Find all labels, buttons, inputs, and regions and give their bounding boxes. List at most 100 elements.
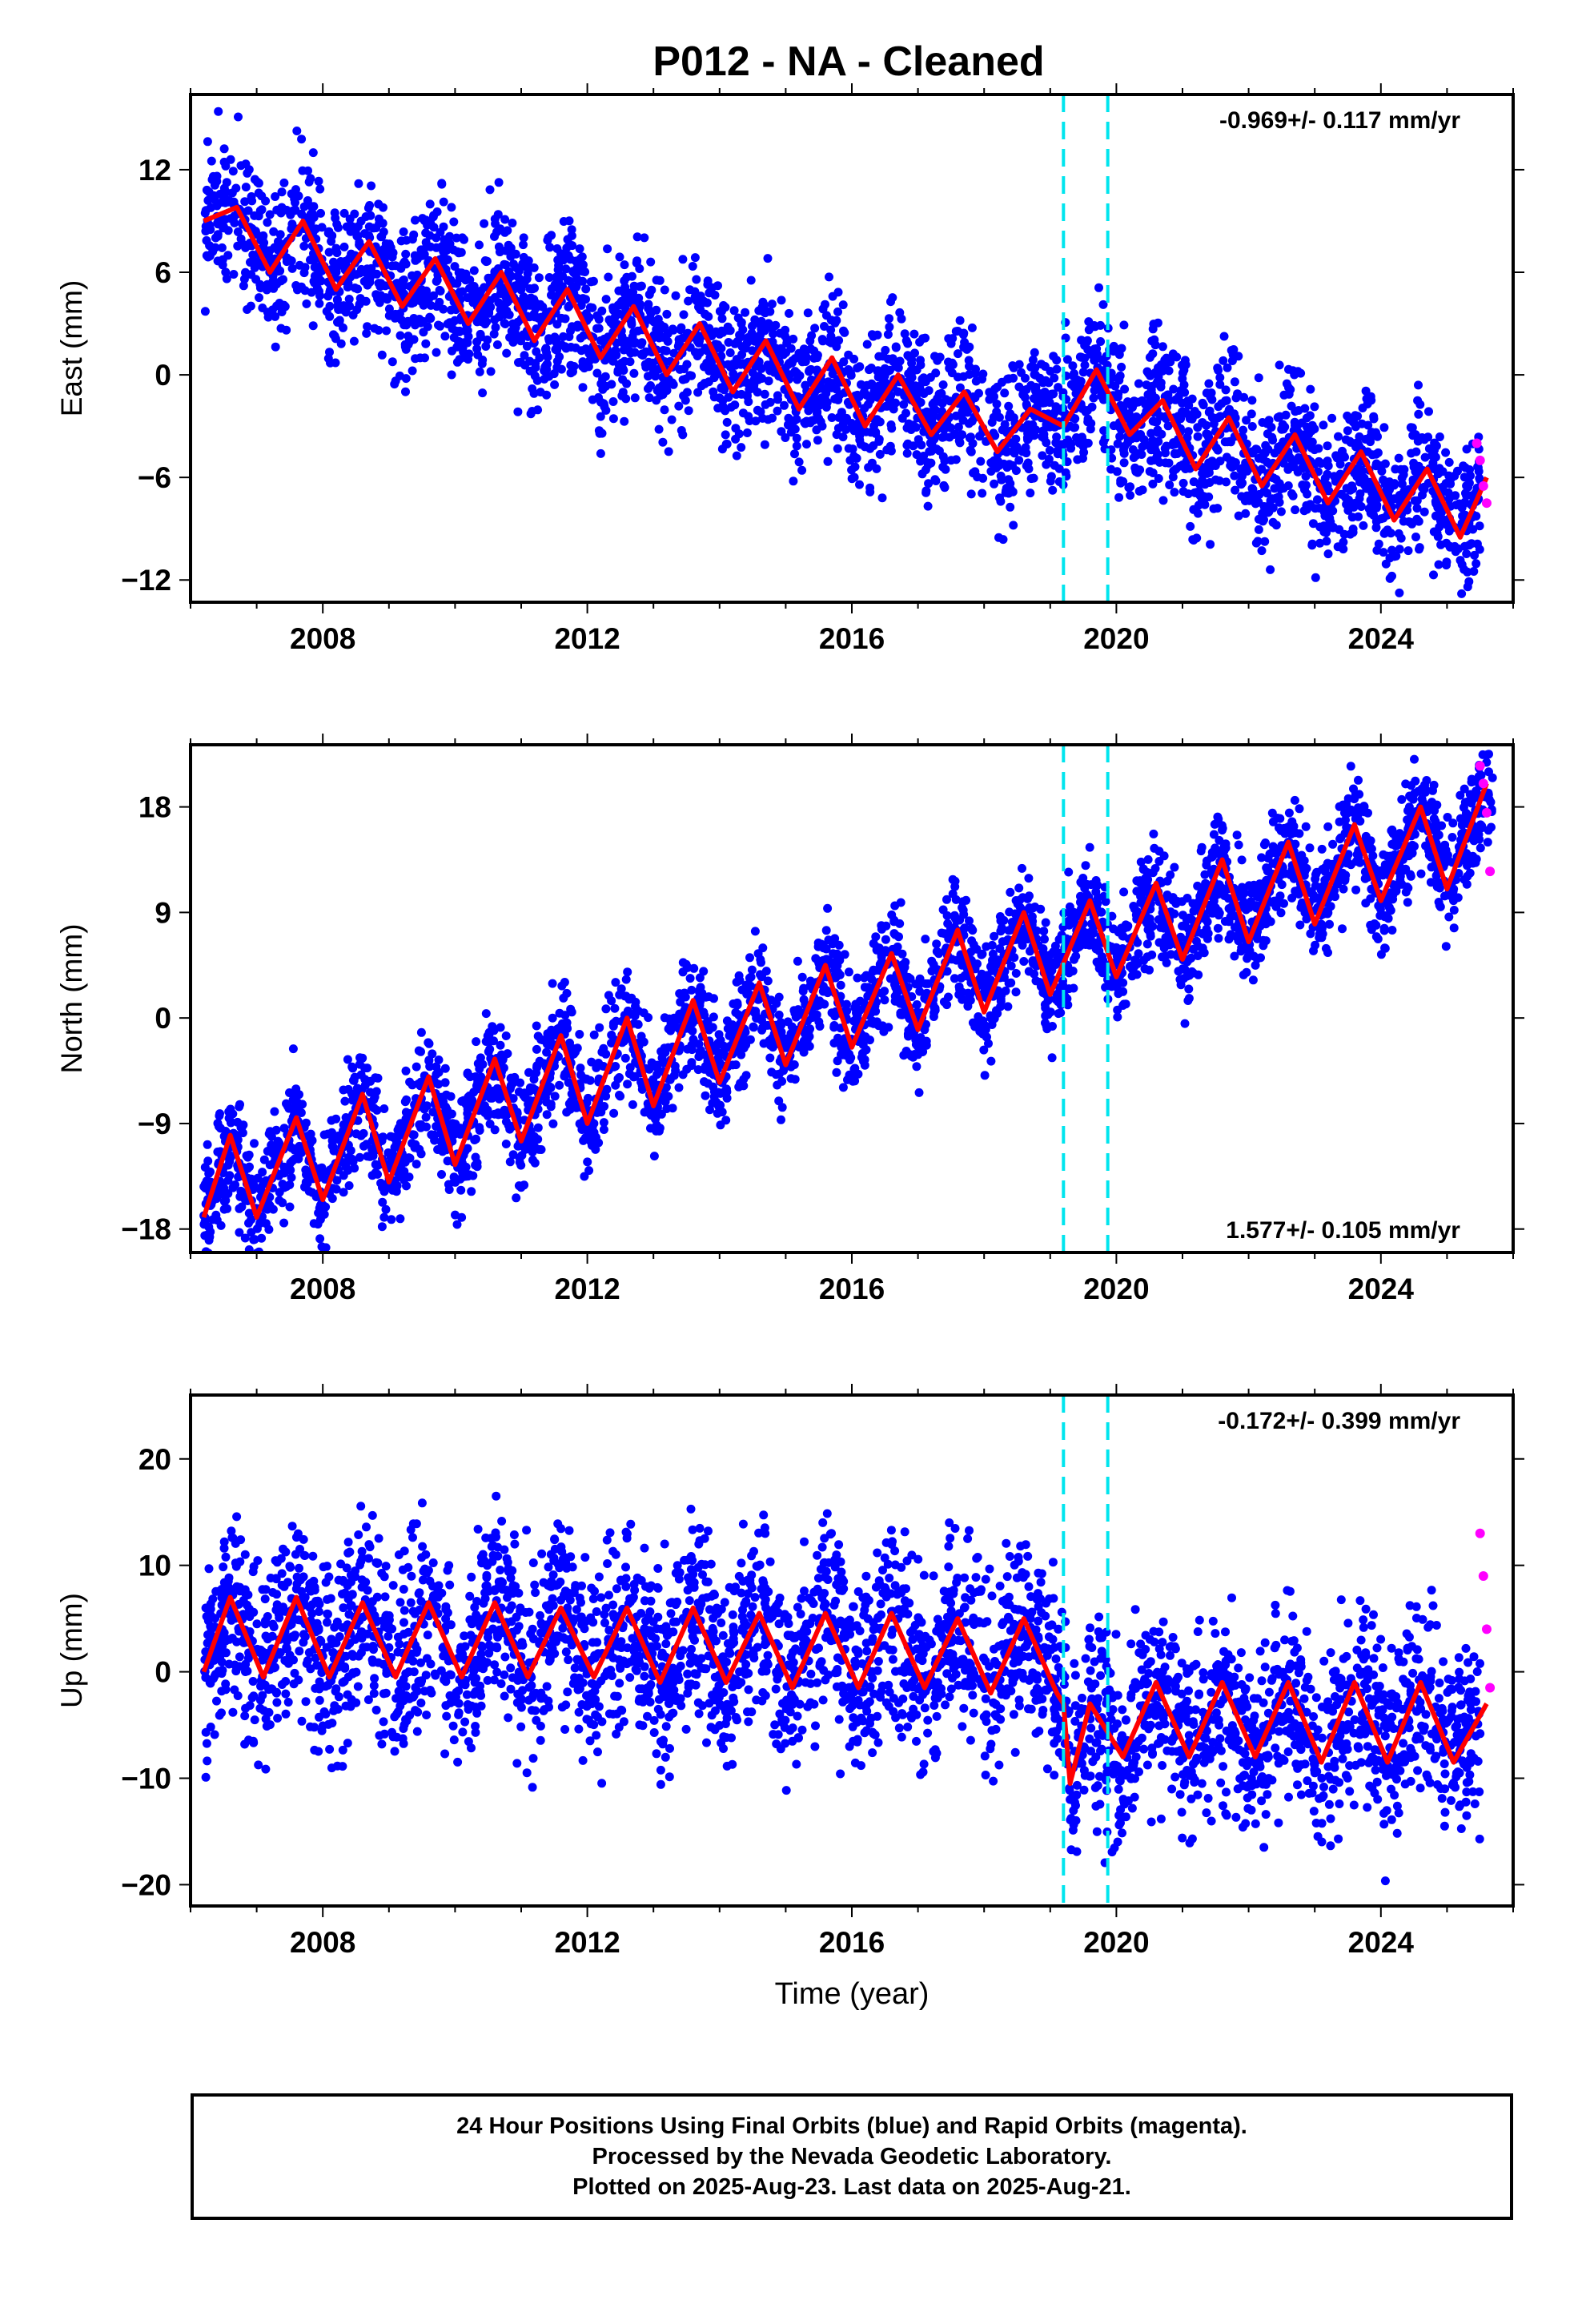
final-point [1429, 464, 1439, 473]
final-point [1164, 396, 1174, 405]
panels: 2008 2012 2016 2020 2024 12 6 0 −6 −12 East (mm) -0… [55, 83, 1524, 2011]
x-tick-label: 2012 [554, 622, 620, 655]
final-point [933, 1678, 942, 1687]
final-point [1118, 978, 1128, 987]
rate-label: -0.969+/- 0.117 mm/yr [1219, 107, 1460, 134]
rate-label: 1.577+/- 0.105 mm/yr [1226, 1217, 1460, 1244]
final-point [1184, 955, 1194, 964]
y-tick-label: 0 [155, 359, 171, 392]
y-tick-label: −9 [138, 1108, 171, 1140]
y-tick-label: 10 [139, 1550, 171, 1582]
final-point [959, 1603, 969, 1613]
final-point [1383, 896, 1392, 906]
plot-area [199, 750, 1497, 1252]
y-axis-label: North (mm) [55, 923, 88, 1073]
y-tick-label: −20 [121, 1868, 171, 1901]
x-axis-label: Time (year) [775, 1977, 930, 2011]
x-tick-label: 2024 [1348, 1926, 1415, 1959]
final-point [1231, 412, 1240, 422]
final-point [265, 1200, 275, 1210]
x-tick-label: 2016 [819, 1926, 885, 1959]
final-point [1052, 990, 1062, 999]
rapid-point [1481, 1624, 1492, 1634]
final-point [1316, 919, 1326, 929]
final-point [801, 1678, 810, 1687]
final-point [1066, 421, 1075, 431]
final-point [1396, 1752, 1406, 1762]
x-tick-label: 2020 [1083, 622, 1149, 655]
panel-1: 2008 2012 2016 2020 2024 12 6 0 −6 −12 East (mm) -0… [55, 83, 1524, 655]
rapid-point [1478, 778, 1488, 789]
footer-line-2: Processed by the Nevada Geodetic Laborat… [592, 2144, 1112, 2169]
y-tick-label: 12 [139, 154, 171, 187]
y-axis-label: East (mm) [55, 280, 88, 417]
final-point [1026, 1614, 1035, 1623]
x-tick-label: 2012 [554, 1273, 620, 1305]
final-point [298, 1593, 307, 1602]
panel-2: 2008 2012 2016 2020 2024 18 9 0 −9 −18 North (mm) 1… [55, 734, 1524, 1305]
y-tick-label: 0 [155, 1656, 171, 1689]
x-tick-label: 2008 [290, 1273, 355, 1305]
final-point [1158, 1667, 1167, 1677]
final-point [986, 1013, 995, 1023]
x-tick-label: 2020 [1083, 1926, 1149, 1959]
final-orbit-cloud [200, 107, 1485, 598]
final-point [1462, 1763, 1472, 1772]
final-point [1198, 1742, 1207, 1751]
y-tick-label: 6 [155, 256, 171, 289]
model-fit-line [201, 1594, 1489, 1787]
final-point [788, 1060, 797, 1070]
x-tick-label: 2024 [1348, 622, 1415, 655]
final-point [470, 1678, 480, 1687]
final-point [232, 1582, 242, 1591]
final-point [602, 1667, 612, 1677]
x-tick-label: 2024 [1348, 1273, 1415, 1305]
panel-3: 2008 2012 2016 2020 2024 20 10 0 −10 −20 Up (mm) Ti… [55, 1384, 1524, 2011]
x-tick-label: 2020 [1083, 1273, 1149, 1305]
final-point [1092, 1699, 1102, 1708]
y-tick-label: 9 [155, 896, 171, 929]
footer-line-3: Plotted on 2025-Aug-23. Last data on 202… [572, 2174, 1131, 2200]
final-point [206, 225, 215, 235]
final-point [628, 1593, 638, 1602]
x-tick-label: 2012 [554, 1926, 620, 1959]
final-point [1131, 1752, 1141, 1762]
x-tick-label: 2008 [290, 622, 355, 655]
final-point [563, 1603, 572, 1613]
model-fit-line [201, 782, 1489, 1220]
rapid-point [1475, 455, 1485, 465]
y-tick-label: 18 [139, 791, 171, 824]
final-point [761, 1603, 771, 1613]
final-point [1131, 412, 1141, 422]
final-point [867, 1667, 877, 1677]
final-point [271, 1688, 281, 1698]
rapid-point [1475, 1528, 1485, 1538]
rate-label: -0.172+/- 0.399 mm/yr [1218, 1408, 1460, 1434]
final-point [1330, 1763, 1339, 1772]
x-tick-label: 2008 [290, 1926, 355, 1959]
final-point [735, 1667, 745, 1677]
final-point [920, 1025, 930, 1035]
final-point [536, 1688, 546, 1698]
final-point [1263, 1752, 1273, 1762]
final-point [1449, 884, 1459, 894]
final-point [669, 1678, 678, 1687]
final-point [404, 1667, 414, 1677]
plot-area [200, 107, 1492, 598]
x-tick-label: 2016 [819, 1273, 885, 1305]
final-point [695, 1603, 705, 1613]
final-point [1423, 1678, 1432, 1687]
chart-title: P012 - NA - Cleaned [652, 38, 1044, 85]
model-fit-line [202, 204, 1489, 540]
y-tick-label: −18 [121, 1213, 171, 1246]
rapid-point [1478, 1570, 1488, 1581]
rapid-point [1472, 438, 1482, 448]
y-axis-label: Up (mm) [55, 1593, 88, 1708]
final-point [1066, 1795, 1075, 1804]
plot-area [200, 1491, 1496, 1886]
final-point [1363, 447, 1372, 456]
y-tick-label: 0 [155, 1002, 171, 1035]
rapid-point [1485, 1683, 1496, 1693]
final-point [232, 1131, 242, 1140]
